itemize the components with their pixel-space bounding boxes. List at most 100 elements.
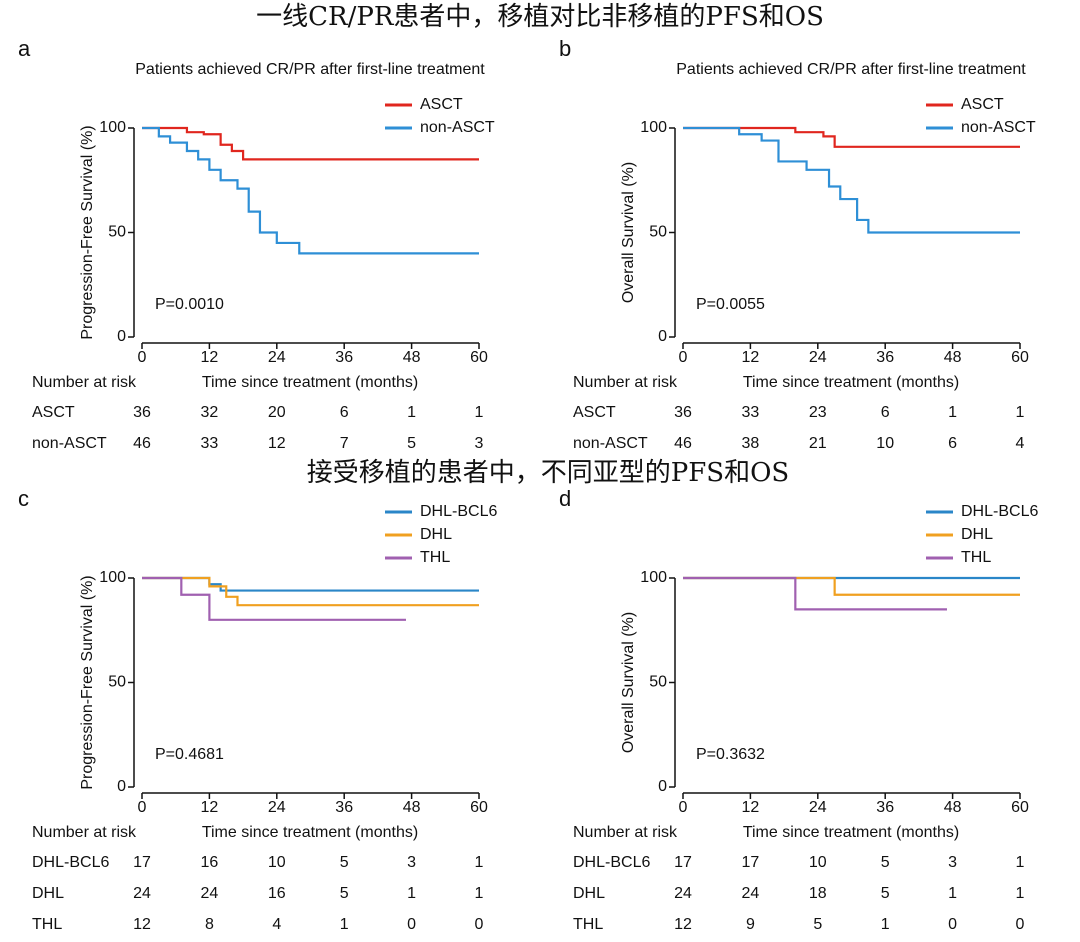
risk-count: 9: [746, 916, 755, 933]
risk-count: 1: [407, 404, 416, 421]
risk-count: 6: [948, 435, 957, 452]
legend-label: ASCT: [961, 96, 1004, 113]
risk-count: 5: [340, 854, 349, 871]
risk-count: 17: [674, 854, 692, 871]
x-tick-label: 36: [335, 799, 353, 816]
x-tick-label: 12: [742, 349, 760, 366]
x-tick-label: 0: [679, 349, 688, 366]
survival-curve: [142, 576, 406, 621]
risk-count: 12: [268, 435, 286, 452]
panel-title: Patients achieved CR/PR after first-line…: [676, 61, 1026, 78]
risk-count: 38: [742, 435, 760, 452]
x-tick-label: 0: [138, 799, 147, 816]
y-tick-label: 50: [108, 674, 126, 691]
risk-count: 1: [475, 854, 484, 871]
y-axis-label: Overall Survival (%): [620, 162, 637, 303]
x-tick-label: 48: [403, 349, 421, 366]
y-tick-label: 50: [108, 224, 126, 241]
risk-row-name: THL: [573, 916, 603, 933]
y-tick-label: 100: [99, 119, 126, 136]
x-tick-label: 48: [944, 799, 962, 816]
risk-count: 10: [809, 854, 827, 871]
risk-count: 1: [948, 404, 957, 421]
x-axis-label: Time since treatment (months): [202, 824, 418, 841]
risk-count: 24: [742, 885, 760, 902]
heading: 接受移植的患者中，不同亚型的PFS和OS: [307, 458, 789, 488]
panel-label: b: [559, 36, 571, 61]
x-tick-label: 0: [679, 799, 688, 816]
risk-count: 12: [133, 916, 151, 933]
risk-count: 0: [475, 916, 484, 933]
risk-count: 16: [268, 885, 286, 902]
risk-row-name: DHL: [32, 885, 64, 902]
panel-label: c: [18, 486, 29, 511]
risk-title: Number at risk: [32, 824, 137, 841]
risk-count: 1: [948, 885, 957, 902]
p-value: P=0.0055: [696, 296, 765, 313]
risk-row-name: DHL-BCL6: [573, 854, 650, 871]
y-tick-label: 100: [99, 569, 126, 586]
x-tick-label: 0: [138, 349, 147, 366]
p-value: P=0.0010: [155, 296, 224, 313]
survival-curve: [683, 126, 1020, 234]
risk-count: 5: [813, 916, 822, 933]
x-tick-label: 48: [403, 799, 421, 816]
x-tick-label: 12: [201, 799, 219, 816]
risk-count: 16: [201, 854, 219, 871]
x-tick-label: 60: [470, 349, 488, 366]
risk-count: 3: [948, 854, 957, 871]
risk-count: 36: [674, 404, 692, 421]
x-tick-label: 12: [201, 349, 219, 366]
legend-label: DHL: [961, 526, 993, 543]
risk-count: 21: [809, 435, 827, 452]
legend-label: DHL-BCL6: [961, 503, 1038, 520]
risk-count: 6: [881, 404, 890, 421]
survival-curve: [142, 126, 479, 255]
x-tick-label: 36: [335, 349, 353, 366]
risk-count: 3: [407, 854, 416, 871]
risk-count: 24: [133, 885, 151, 902]
legend-label: THL: [420, 549, 450, 566]
x-axis-label: Time since treatment (months): [202, 374, 418, 391]
y-axis-label: Overall Survival (%): [620, 612, 637, 753]
risk-row-name: ASCT: [573, 404, 616, 421]
p-value: P=0.3632: [696, 746, 765, 763]
risk-title: Number at risk: [573, 824, 678, 841]
y-tick-label: 100: [640, 569, 667, 586]
panel-title: Patients achieved CR/PR after first-line…: [135, 61, 485, 78]
risk-count: 32: [201, 404, 219, 421]
x-tick-label: 60: [1011, 349, 1029, 366]
x-tick-label: 24: [268, 799, 286, 816]
risk-count: 24: [674, 885, 692, 902]
x-axis-label: Time since treatment (months): [743, 374, 959, 391]
risk-count: 36: [133, 404, 151, 421]
y-tick-label: 0: [117, 328, 126, 345]
risk-row-name: non-ASCT: [32, 435, 107, 452]
x-axis-label: Time since treatment (months): [743, 824, 959, 841]
risk-count: 23: [809, 404, 827, 421]
panel-label: a: [18, 36, 31, 61]
survival-curve: [142, 576, 479, 592]
y-axis-label: Progression-Free Survival (%): [79, 125, 96, 339]
risk-title: Number at risk: [32, 374, 137, 391]
risk-count: 5: [881, 854, 890, 871]
risk-count: 46: [133, 435, 151, 452]
y-tick-label: 50: [649, 674, 667, 691]
heading: 一线CR/PR患者中，移植对比非移植的PFS和OS: [256, 2, 824, 32]
risk-count: 5: [407, 435, 416, 452]
risk-count: 5: [340, 885, 349, 902]
x-tick-label: 24: [809, 349, 827, 366]
x-tick-label: 24: [809, 799, 827, 816]
y-tick-label: 0: [117, 778, 126, 795]
risk-count: 3: [475, 435, 484, 452]
risk-count: 4: [1016, 435, 1025, 452]
risk-count: 0: [948, 916, 957, 933]
survival-curve: [683, 576, 947, 611]
x-tick-label: 36: [876, 349, 894, 366]
survival-curve: [683, 126, 1020, 148]
survival-curve: [142, 576, 479, 607]
risk-count: 17: [742, 854, 760, 871]
risk-row-name: ASCT: [32, 404, 75, 421]
risk-count: 12: [674, 916, 692, 933]
risk-count: 33: [201, 435, 219, 452]
